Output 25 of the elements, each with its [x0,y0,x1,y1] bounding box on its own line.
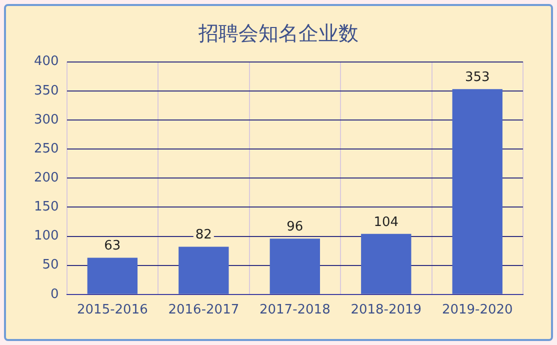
y-tick-label: 200 [34,170,59,186]
y-tick-label: 400 [34,54,59,70]
x-tick-label: 2018-2019 [350,302,422,318]
y-tick-label: 100 [34,228,59,244]
x-tick-label: 2015-2016 [77,302,148,318]
bar [87,258,138,294]
data-label: 104 [374,214,399,230]
y-tick-label: 300 [34,112,59,128]
y-tick-label: 0 [50,286,59,302]
data-label: 82 [195,228,212,243]
y-tick-label: 250 [34,141,59,156]
data-label: 63 [104,238,121,254]
data-label: 353 [464,70,490,86]
y-tick-label: 50 [42,258,59,273]
bar [178,246,229,294]
x-tick-label: 2019-2020 [442,302,513,318]
x-tick-label: 2017-2018 [259,302,330,318]
chart-title: 招聘会知名企业数 [198,20,360,47]
y-tick-label: 350 [34,83,59,98]
data-label: 96 [286,219,304,234]
x-tick-label: 2016-2017 [168,302,240,318]
bar [270,238,320,294]
y-tick-label: 150 [34,200,59,215]
bar [361,234,412,294]
bar [452,89,502,294]
